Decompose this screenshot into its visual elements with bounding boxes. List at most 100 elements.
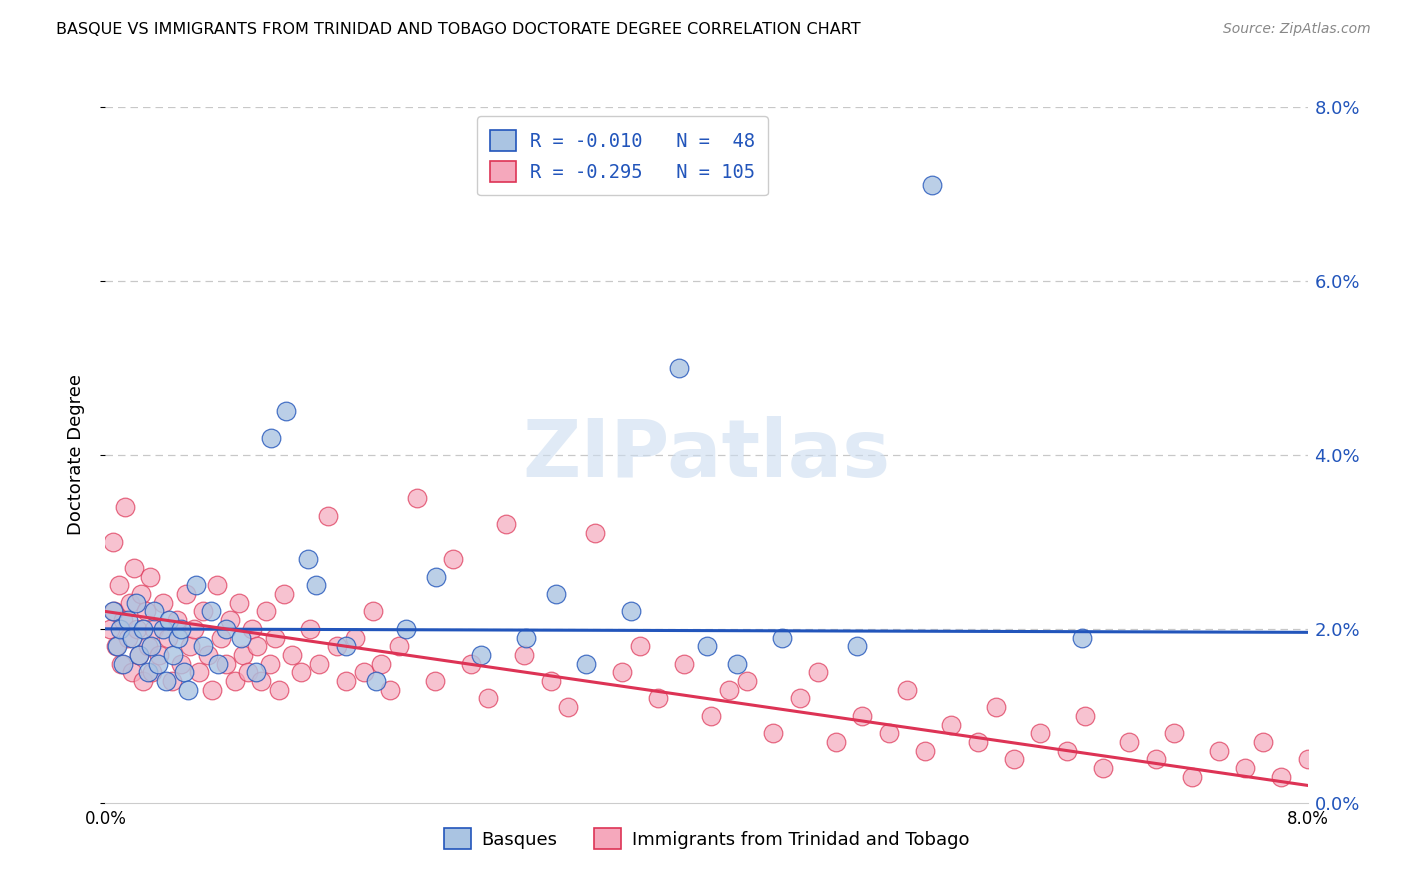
Point bbox=[184, 578, 207, 592]
Point bbox=[299, 622, 322, 636]
Point bbox=[174, 587, 197, 601]
Point bbox=[673, 657, 696, 671]
Point bbox=[148, 648, 170, 662]
Point bbox=[120, 596, 142, 610]
Point bbox=[245, 665, 267, 680]
Point bbox=[250, 674, 273, 689]
Point bbox=[370, 657, 392, 671]
Point bbox=[128, 648, 150, 662]
Point bbox=[1163, 726, 1185, 740]
Point bbox=[717, 682, 740, 697]
Point bbox=[152, 622, 174, 636]
Point bbox=[388, 639, 411, 653]
Point bbox=[232, 648, 254, 662]
Point bbox=[353, 665, 375, 680]
Point bbox=[259, 657, 281, 671]
Point bbox=[335, 674, 357, 689]
Point bbox=[335, 639, 357, 653]
Point bbox=[101, 605, 124, 619]
Point bbox=[166, 613, 188, 627]
Point bbox=[205, 578, 228, 592]
Point bbox=[395, 622, 418, 636]
Point bbox=[877, 726, 900, 740]
Point bbox=[845, 639, 868, 653]
Point bbox=[423, 674, 446, 689]
Point bbox=[224, 674, 246, 689]
Point bbox=[179, 639, 201, 653]
Point bbox=[122, 561, 145, 575]
Point bbox=[610, 665, 633, 680]
Point bbox=[103, 605, 125, 619]
Point bbox=[361, 605, 384, 619]
Point bbox=[98, 622, 121, 636]
Point bbox=[162, 648, 184, 662]
Point bbox=[156, 631, 179, 645]
Point bbox=[166, 631, 188, 645]
Point bbox=[364, 674, 387, 689]
Point bbox=[647, 691, 669, 706]
Point bbox=[1091, 761, 1114, 775]
Point bbox=[700, 708, 723, 723]
Point bbox=[941, 717, 963, 731]
Point bbox=[495, 517, 517, 532]
Point bbox=[914, 744, 936, 758]
Point bbox=[132, 674, 155, 689]
Point bbox=[1251, 735, 1274, 749]
Point bbox=[121, 665, 143, 680]
Point bbox=[110, 622, 132, 636]
Point bbox=[343, 631, 366, 645]
Text: ZIPatlas: ZIPatlas bbox=[523, 416, 890, 494]
Point bbox=[477, 691, 499, 706]
Point bbox=[470, 648, 492, 662]
Point bbox=[121, 631, 143, 645]
Point bbox=[193, 605, 215, 619]
Point bbox=[305, 578, 328, 592]
Point bbox=[136, 665, 159, 680]
Point bbox=[139, 639, 162, 653]
Point bbox=[101, 535, 124, 549]
Point bbox=[108, 578, 131, 592]
Point bbox=[1296, 752, 1319, 766]
Point bbox=[197, 648, 219, 662]
Point bbox=[124, 596, 146, 610]
Point bbox=[896, 682, 918, 697]
Point bbox=[1270, 770, 1292, 784]
Point bbox=[380, 682, 402, 697]
Point bbox=[273, 587, 295, 601]
Point bbox=[281, 648, 304, 662]
Point bbox=[129, 587, 152, 601]
Point bbox=[967, 735, 990, 749]
Point bbox=[107, 639, 129, 653]
Y-axis label: Doctorate Degree: Doctorate Degree bbox=[66, 375, 84, 535]
Point bbox=[851, 708, 873, 723]
Point bbox=[152, 596, 174, 610]
Point bbox=[557, 700, 579, 714]
Point bbox=[441, 552, 464, 566]
Point bbox=[789, 691, 811, 706]
Point bbox=[824, 735, 846, 749]
Point bbox=[112, 613, 135, 627]
Point bbox=[201, 682, 224, 697]
Point bbox=[921, 178, 943, 193]
Point bbox=[191, 639, 214, 653]
Point bbox=[290, 665, 312, 680]
Point bbox=[696, 639, 718, 653]
Point bbox=[515, 631, 537, 645]
Point bbox=[209, 631, 232, 645]
Point bbox=[1144, 752, 1167, 766]
Point bbox=[1181, 770, 1204, 784]
Point bbox=[117, 613, 139, 627]
Point bbox=[236, 665, 259, 680]
Point bbox=[128, 648, 150, 662]
Point bbox=[214, 657, 236, 671]
Point bbox=[1118, 735, 1140, 749]
Point bbox=[110, 657, 132, 671]
Point bbox=[177, 682, 200, 697]
Point bbox=[207, 657, 229, 671]
Point bbox=[807, 665, 830, 680]
Point bbox=[139, 570, 162, 584]
Point bbox=[228, 596, 250, 610]
Point bbox=[135, 605, 157, 619]
Point bbox=[114, 500, 136, 514]
Point bbox=[735, 674, 758, 689]
